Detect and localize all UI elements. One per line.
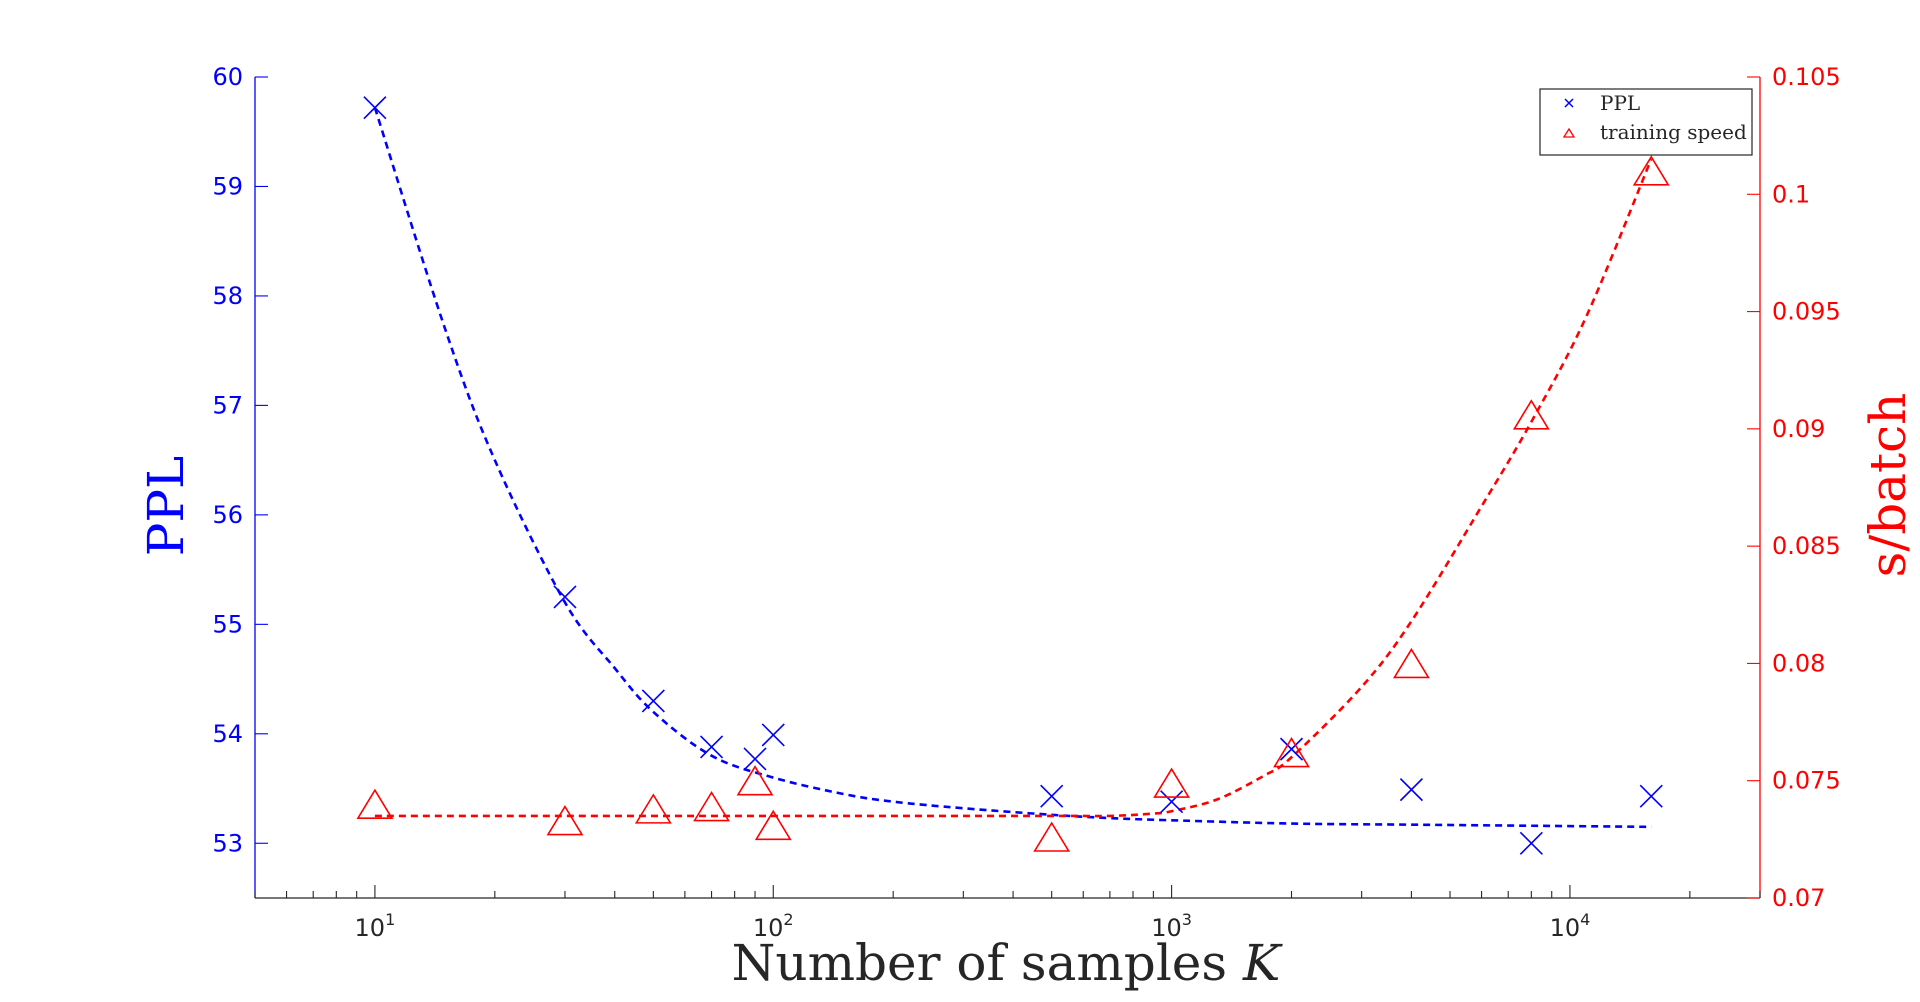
ppl-point: [761, 723, 785, 747]
y-right-tick-label: 0.1: [1772, 180, 1810, 208]
speed-point: [1033, 821, 1071, 852]
speed-point: [1512, 399, 1550, 430]
speed-point: [634, 793, 672, 824]
fit-lines-group: [373, 107, 1653, 829]
ppl-point: [363, 96, 387, 120]
y-left-tick-label: 56: [212, 501, 243, 529]
speed-point: [736, 765, 774, 796]
speed-point: [546, 805, 584, 836]
speed-point: [754, 809, 792, 841]
y-right-tick-label: 0.085: [1772, 532, 1841, 560]
legend-ppl-x-marker-icon: [1564, 98, 1574, 108]
x-tick-label: 101: [355, 910, 396, 942]
x-tick-label: 102: [753, 910, 794, 942]
x-axis-label-text: Number of samples: [732, 934, 1243, 992]
legend-item-training-speed: training speed: [1562, 120, 1747, 144]
y-left-tick-label: 57: [212, 391, 243, 419]
x-tick-label: 103: [1151, 910, 1192, 942]
legend-speed-label: training speed: [1600, 120, 1747, 144]
ppl-fit-line: [373, 107, 1652, 829]
ppl-point: [641, 689, 665, 713]
y-right-tick-label: 0.07: [1772, 884, 1825, 912]
speed-point: [1273, 737, 1310, 768]
y-left-tick-label: 54: [212, 720, 243, 748]
speed-point: [693, 790, 730, 822]
y-axis-right-label: s/batch: [1859, 393, 1917, 578]
speed-point: [1632, 155, 1670, 186]
legend-box: [1539, 88, 1753, 156]
ppl-point: [1160, 790, 1184, 814]
ppl-point: [553, 585, 577, 609]
ppl-point: [1519, 831, 1543, 855]
axes-group: 101 102 103 104 53 54 55 56 57 58 59 60 0.07 0.075 0.0…: [212, 63, 1840, 942]
marks-group: [356, 96, 1670, 855]
legend-ppl-label: PPL: [1600, 91, 1640, 115]
y-right-tick-label: 0.095: [1772, 298, 1841, 326]
y-left-tick-label: 55: [212, 610, 243, 638]
ppl-point: [1040, 784, 1064, 808]
ppl-point: [1399, 778, 1423, 802]
legend: PPL training speed: [1539, 88, 1753, 156]
ppl-point: [1279, 737, 1304, 761]
y-axis-left-label: PPL: [137, 456, 195, 557]
y-left-tick-label: 53: [212, 829, 243, 857]
speed-point: [1393, 647, 1430, 679]
y-right-tick-label: 0.075: [1772, 767, 1841, 795]
speed-fit-line: [374, 158, 1653, 818]
ppl-point: [1639, 784, 1663, 808]
x-axis-label-variable: K: [1242, 934, 1283, 992]
speed-point: [356, 788, 394, 819]
y-left-tick-label: 60: [212, 63, 243, 91]
ppl-point: [699, 735, 724, 759]
y-right-tick-label: 0.08: [1772, 649, 1825, 677]
legend-speed-triangle-marker-icon: [1562, 127, 1576, 138]
speed-point: [1153, 767, 1191, 798]
y-right-tick-label: 0.09: [1772, 415, 1825, 443]
x-axis-label: Number of samples K: [732, 934, 1283, 992]
ppl-point: [743, 747, 767, 771]
y-right-tick-label: 0.105: [1772, 63, 1841, 91]
x-tick-label: 104: [1550, 910, 1591, 942]
y-left-tick-label: 59: [212, 172, 243, 200]
legend-item-ppl: PPL: [1564, 91, 1640, 115]
y-left-tick-label: 58: [212, 282, 243, 310]
